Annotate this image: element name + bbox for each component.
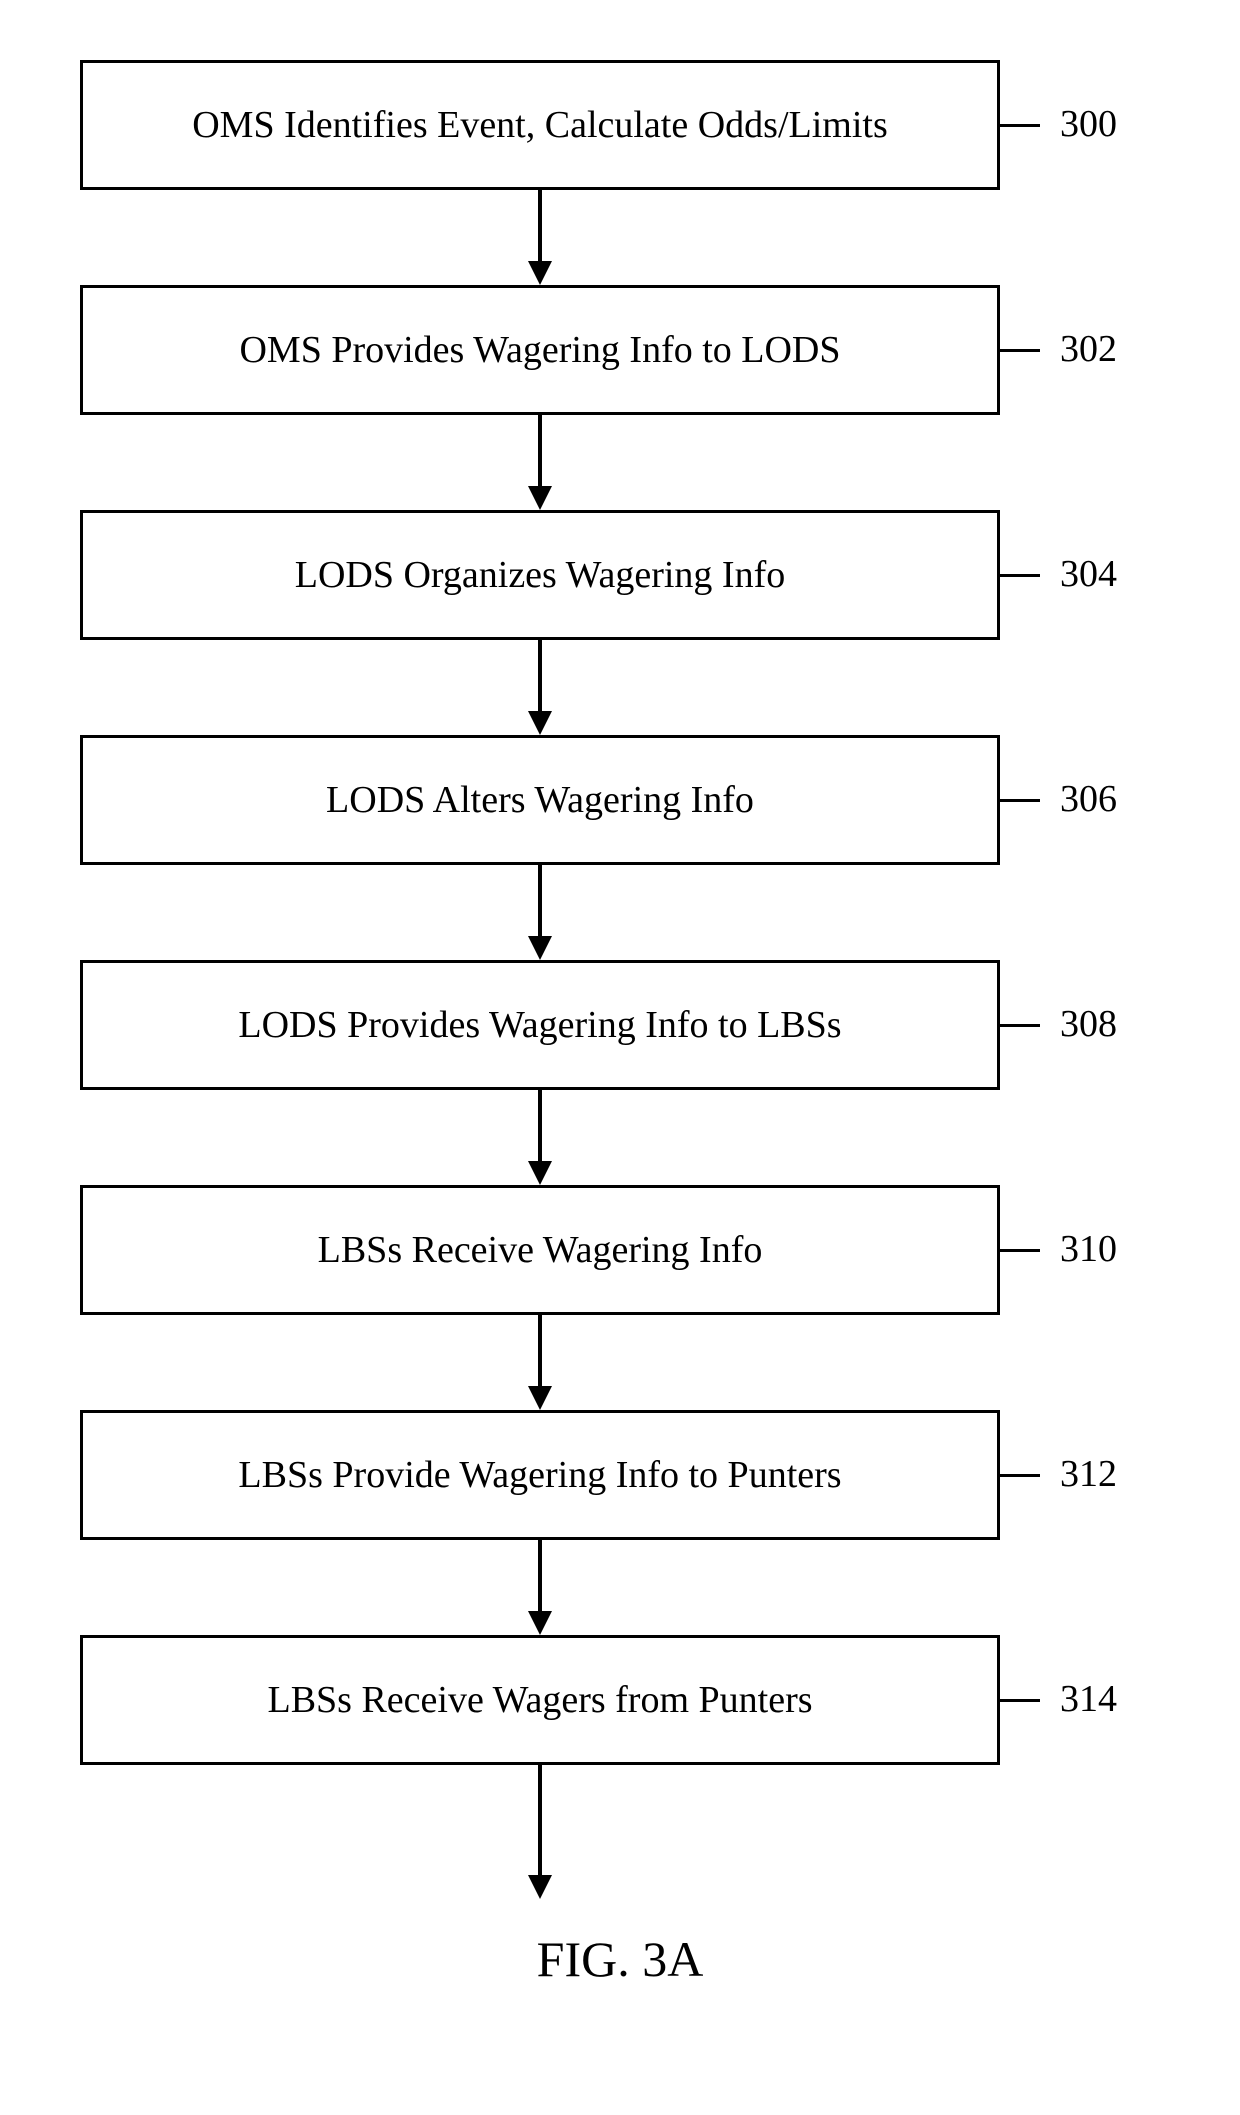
ref-number-label: 310 (1060, 1227, 1117, 1271)
ref-number-label: 314 (1060, 1677, 1117, 1721)
arrow-head-icon (528, 486, 552, 510)
arrow-head-icon (528, 1161, 552, 1185)
ref-number-label: 306 (1060, 777, 1117, 821)
flow-step-label: LODS Provides Wagering Info to LBSs (218, 1003, 861, 1047)
arrow-line (538, 865, 542, 936)
flow-step-label: OMS Identifies Event, Calculate Odds/Lim… (172, 103, 908, 147)
flow-step-box: OMS Provides Wagering Info to LODS (80, 285, 1000, 415)
ref-number-label: 308 (1060, 1002, 1117, 1046)
flow-step-box: LBSs Provide Wagering Info to Punters (80, 1410, 1000, 1540)
flow-step-box: OMS Identifies Event, Calculate Odds/Lim… (80, 60, 1000, 190)
arrow-head-icon (528, 261, 552, 285)
flow-step-box: LODS Organizes Wagering Info (80, 510, 1000, 640)
flow-step-label: LODS Alters Wagering Info (306, 778, 774, 822)
arrow-line (538, 1315, 542, 1386)
ref-connector-line (1000, 1024, 1040, 1027)
flow-step-label: OMS Provides Wagering Info to LODS (219, 328, 860, 372)
ref-connector-line (1000, 124, 1040, 127)
flow-step-label: LBSs Provide Wagering Info to Punters (218, 1453, 861, 1497)
figure-caption: FIG. 3A (0, 1930, 1240, 1988)
flow-step-label: LBSs Receive Wagers from Punters (247, 1678, 832, 1722)
arrow-line (538, 640, 542, 711)
arrow-line (538, 1540, 542, 1611)
flow-step-box: LODS Provides Wagering Info to LBSs (80, 960, 1000, 1090)
arrow-head-icon (528, 711, 552, 735)
arrow-head-icon (528, 1875, 552, 1899)
arrow-line (538, 415, 542, 486)
flow-step-label: LBSs Receive Wagering Info (298, 1228, 783, 1272)
flowchart-container: OMS Identifies Event, Calculate Odds/Lim… (0, 0, 1240, 2115)
ref-connector-line (1000, 1249, 1040, 1252)
ref-connector-line (1000, 349, 1040, 352)
arrow-line (538, 1765, 542, 1875)
ref-connector-line (1000, 1474, 1040, 1477)
ref-connector-line (1000, 1699, 1040, 1702)
ref-number-label: 304 (1060, 552, 1117, 596)
flow-step-label: LODS Organizes Wagering Info (275, 553, 805, 597)
flow-step-box: LBSs Receive Wagering Info (80, 1185, 1000, 1315)
ref-number-label: 312 (1060, 1452, 1117, 1496)
arrow-head-icon (528, 1386, 552, 1410)
ref-connector-line (1000, 799, 1040, 802)
arrow-line (538, 190, 542, 261)
ref-number-label: 302 (1060, 327, 1117, 371)
flow-step-box: LBSs Receive Wagers from Punters (80, 1635, 1000, 1765)
arrow-line (538, 1090, 542, 1161)
ref-connector-line (1000, 574, 1040, 577)
arrow-head-icon (528, 1611, 552, 1635)
flow-step-box: LODS Alters Wagering Info (80, 735, 1000, 865)
arrow-head-icon (528, 936, 552, 960)
ref-number-label: 300 (1060, 102, 1117, 146)
